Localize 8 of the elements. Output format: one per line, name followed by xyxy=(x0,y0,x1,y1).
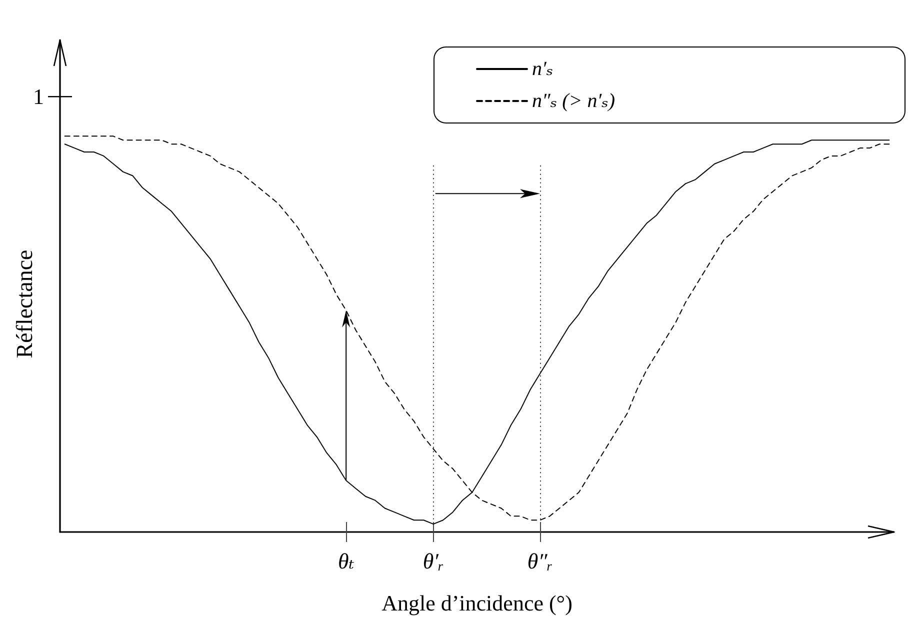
legend-label: n′ₛ xyxy=(532,58,554,80)
x-tick-label: θ′ᵣ xyxy=(422,548,444,574)
x-tick-label: θ″ᵣ xyxy=(527,548,553,574)
x-axis-title: Angle d’incidence (°) xyxy=(382,590,572,616)
y-axis-title: Réflectance xyxy=(12,250,37,358)
ref-line-label: 1 xyxy=(33,84,44,110)
legend-label: n″ₛ (> n′ₛ) xyxy=(532,90,616,112)
x-tick-label: θₜ xyxy=(338,548,355,574)
